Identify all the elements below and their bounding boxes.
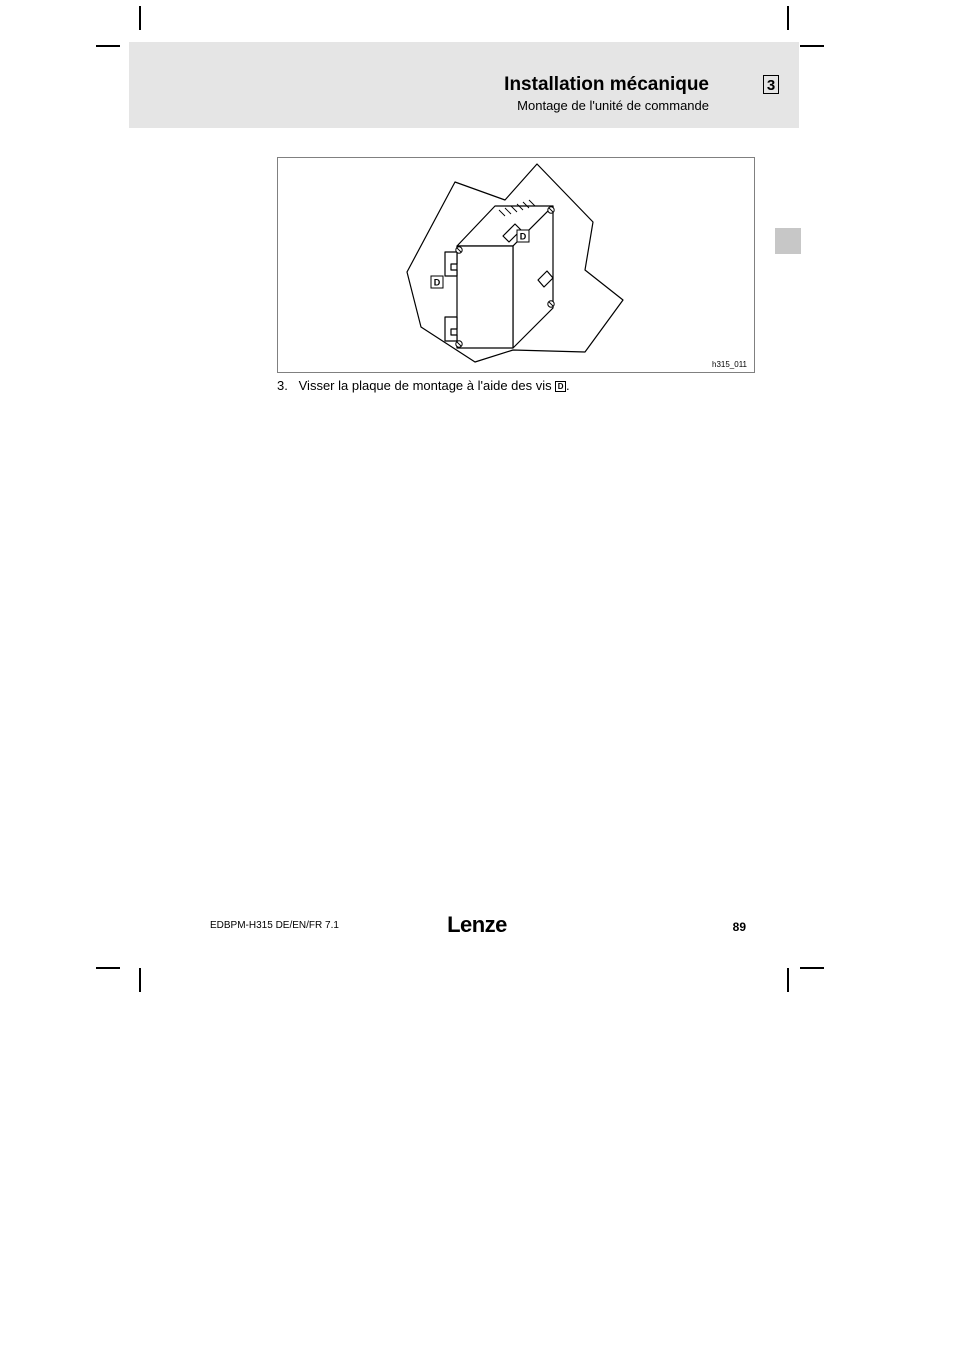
assembly-diagram: DD xyxy=(277,157,755,373)
page-title: Installation mécanique xyxy=(504,74,709,96)
crop-mark xyxy=(139,968,141,992)
figure-frame: DD h315_011 xyxy=(277,157,755,373)
header-band: Installation mécanique Montage de l'unit… xyxy=(129,42,799,128)
crop-mark xyxy=(800,967,824,969)
step-number: 3. xyxy=(277,378,295,393)
footer-page-number: 89 xyxy=(733,920,746,934)
svg-text:D: D xyxy=(434,278,441,288)
step-text-after: . xyxy=(566,378,570,393)
svg-text:D: D xyxy=(520,232,527,242)
page-subtitle: Montage de l'unité de commande xyxy=(517,98,709,113)
callout-ref-icon: D xyxy=(555,381,566,392)
thumb-index-tab xyxy=(775,228,801,254)
crop-mark xyxy=(787,968,789,992)
footer-brand: Lenze xyxy=(0,912,954,938)
step-text-before: Visser la plaque de montage à l'aide des… xyxy=(299,378,556,393)
crop-mark xyxy=(96,45,120,47)
crop-mark xyxy=(800,45,824,47)
section-number-box: 3 xyxy=(763,75,779,94)
crop-mark xyxy=(787,6,789,30)
instruction-step: 3. Visser la plaque de montage à l'aide … xyxy=(277,378,570,393)
crop-mark xyxy=(96,967,120,969)
figure-code: h315_011 xyxy=(712,360,747,369)
crop-mark xyxy=(139,6,141,30)
